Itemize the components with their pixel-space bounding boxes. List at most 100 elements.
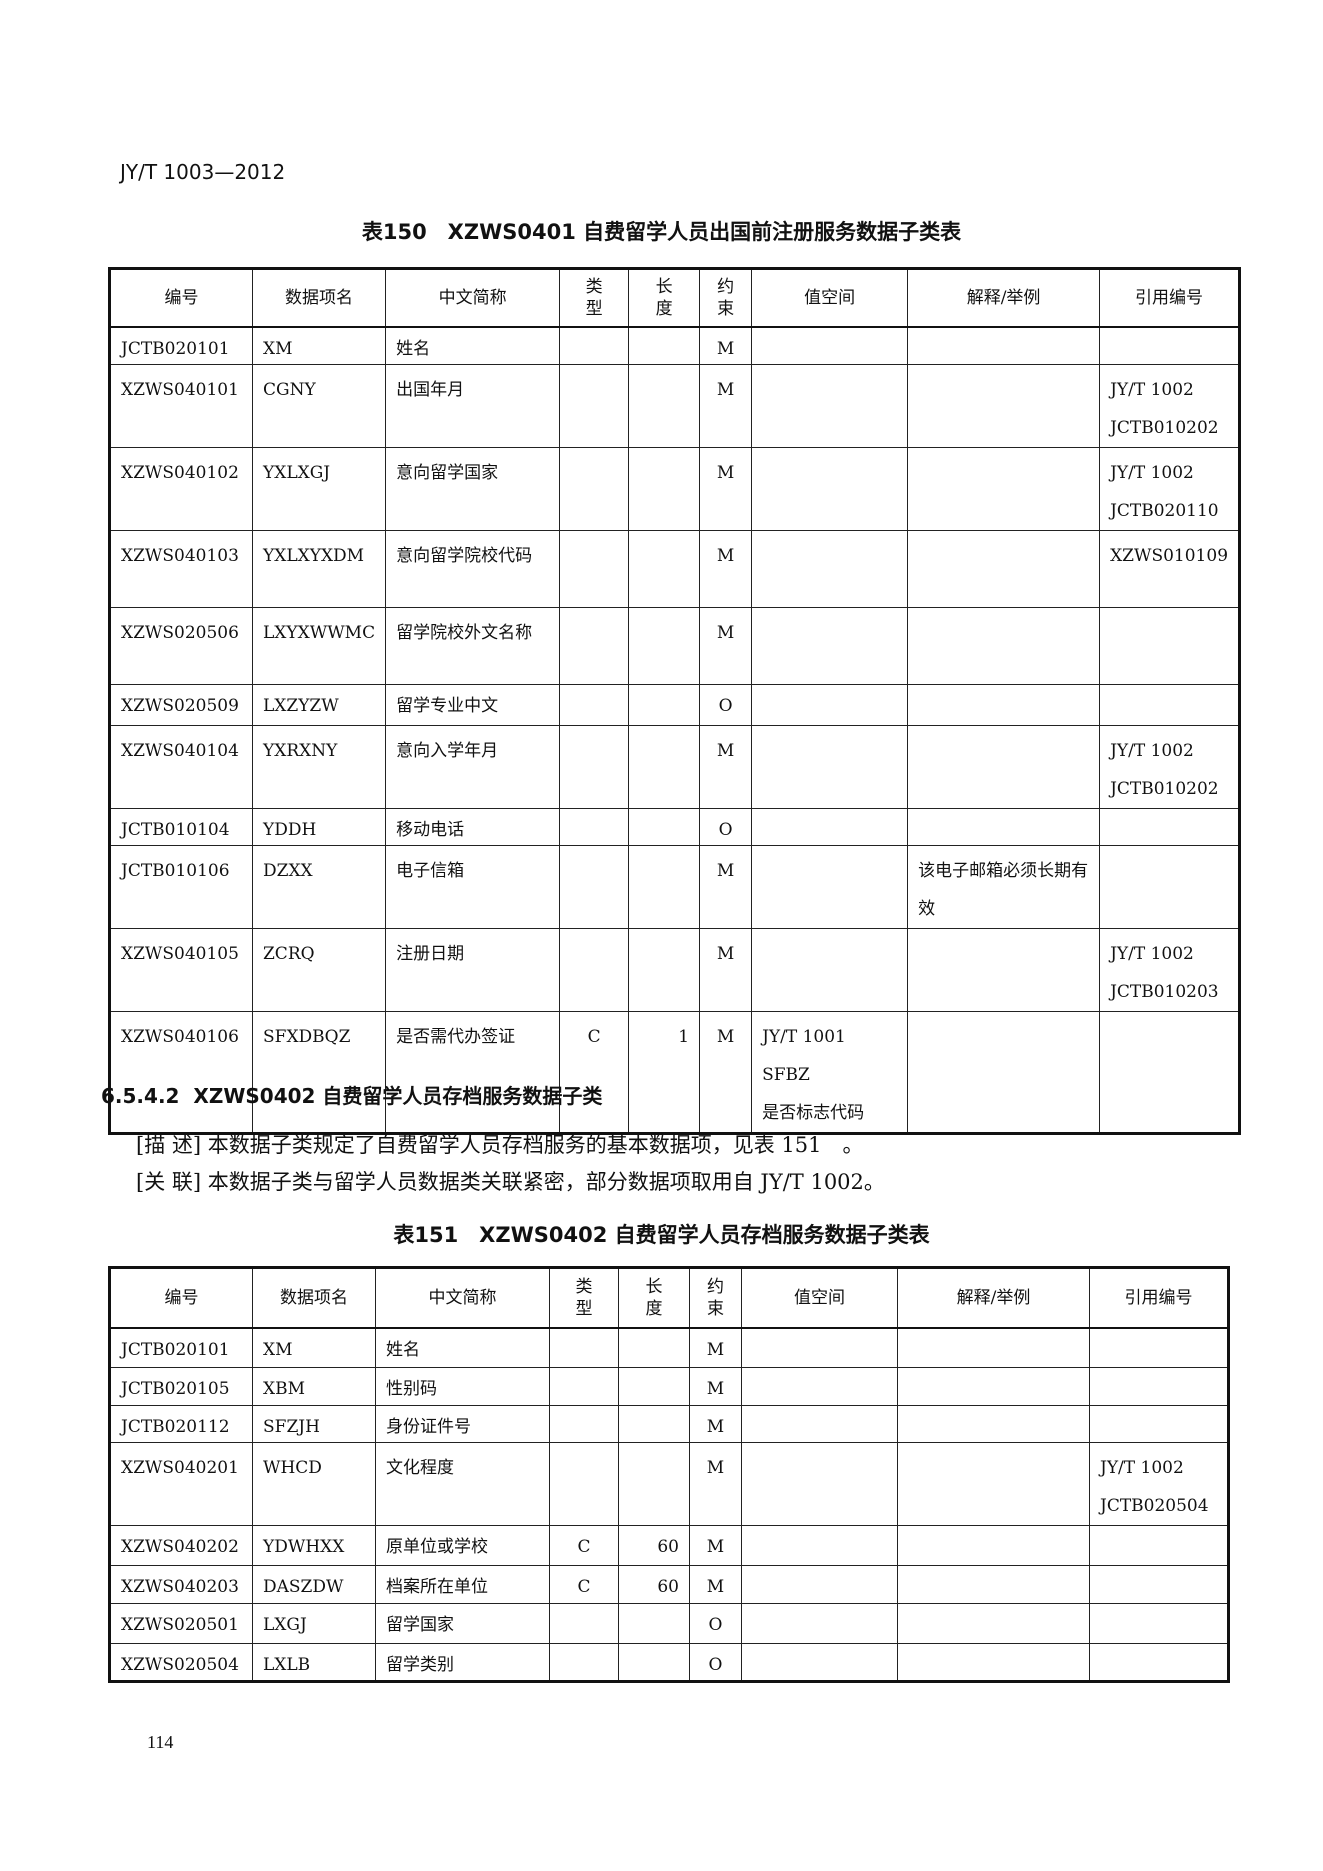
cell: JCTB020105 [109, 1367, 253, 1406]
cell [559, 446, 630, 531]
cell [1089, 1565, 1229, 1604]
header-text: 编号 [164, 287, 199, 308]
cell [741, 1442, 898, 1526]
table: 编号 数据项名 中文简称 类型 长度 约束 值空间 解释/举例 引用编号 JCTB020101 XM… [108, 267, 1242, 1135]
column-header: 中文简称 [375, 1267, 550, 1329]
cell [907, 1010, 1101, 1134]
cell [897, 1367, 1090, 1406]
cell [741, 1525, 898, 1566]
table-row: XZWS020509 LXZYZW 留学专业中文 O [109, 683, 1241, 726]
cell: XZWS040203 [109, 1565, 253, 1604]
cell [618, 1603, 690, 1644]
cell [751, 844, 909, 929]
cell [741, 1603, 898, 1644]
cell: JCTB010106 [109, 844, 253, 929]
cell: 电子信箱 [385, 844, 561, 929]
cell: YXRXNY [251, 724, 387, 809]
cell: M [689, 1367, 742, 1406]
header-text: 数据项名 [280, 1287, 348, 1308]
cell: JCTB020112 [109, 1405, 253, 1443]
cell [618, 1442, 690, 1526]
cell: LXYXWWMC [251, 606, 387, 685]
para-text: 本数据子类规定了自费留学人员存档服务的基本数据项，见表 151 。 [207, 1133, 864, 1157]
cell: JY/T 1002 JCTB020504 [1089, 1442, 1229, 1526]
header-text: 解释/举例 [956, 1287, 1031, 1308]
cell: 身份证件号 [375, 1405, 550, 1443]
page-number: 114 [147, 1732, 174, 1752]
cell [618, 1405, 690, 1443]
cell: XM [251, 326, 387, 365]
cell: JY/T 1001 SFBZ 是否标志代码 [751, 1010, 909, 1134]
cell: XZWS040105 [109, 927, 253, 1012]
cell: M [699, 326, 753, 365]
header-text: 长度 [645, 1276, 663, 1319]
cell: 留学院校外文名称 [385, 606, 561, 685]
cell: LXLB [252, 1643, 376, 1682]
cell [897, 1565, 1090, 1604]
table: 编号 数据项名 中文简称 类型 长度 约束 值空间 解释/举例 引用编号 JCTB020101 XM… [108, 1266, 1230, 1683]
cell [549, 1367, 619, 1406]
cell: 60 [618, 1565, 690, 1604]
cell: XZWS020504 [109, 1643, 253, 1682]
table-row: JCTB020101 XM 姓名 M [109, 326, 1241, 365]
table-row: XZWS020506 LXYXWWMC 留学院校外文名称 M [109, 606, 1241, 685]
header-text: 类型 [585, 276, 603, 319]
cell: DZXX [251, 844, 387, 929]
table-row: JCTB010106 DZXX 电子信箱 M 该电子邮箱必须长期有效 [109, 844, 1241, 929]
table-row: XZWS040102 YXLXGJ 意向留学国家 M JY/T 1002 JCTB020… [109, 446, 1241, 531]
cell [751, 363, 909, 448]
header-row: 编号 数据项名 中文简称 类型 长度 约束 值空间 解释/举例 引用编号 [109, 268, 1241, 328]
column-header: 类型 [549, 1267, 619, 1329]
header-text: 长度 [655, 276, 673, 319]
cell: O [699, 683, 753, 726]
column-header: 编号 [109, 268, 253, 328]
cell: 文化程度 [375, 1442, 550, 1526]
cell: M [689, 1565, 742, 1604]
cell [897, 1643, 1090, 1682]
header-text: 值空间 [794, 1287, 845, 1308]
cell: XZWS010109 [1099, 529, 1241, 608]
cell: XZWS040201 [109, 1442, 253, 1526]
cell: M [699, 529, 753, 608]
doc-header: JY/T 1003—2012 [120, 160, 286, 184]
cell [628, 844, 701, 929]
cell [897, 1442, 1090, 1526]
table-caption: 表151 XZWS0402 自费留学人员存档服务数据子类表 [393, 1223, 930, 1247]
header-text: 引用编号 [1124, 1287, 1193, 1308]
cell: JY/T 1002 JCTB010203 [1099, 927, 1241, 1012]
column-header: 数据项名 [251, 268, 387, 328]
column-header: 引用编号 [1089, 1267, 1229, 1329]
cell: M [689, 1405, 742, 1443]
header-text: 约束 [707, 1276, 724, 1319]
cell: XZWS040202 [109, 1525, 253, 1566]
cell: YDWHXX [252, 1525, 376, 1566]
cell [751, 326, 909, 365]
cell: 1 [628, 1010, 701, 1134]
table-row: XZWS040203 DASZDW 档案所在单位 C 60 M [109, 1565, 1229, 1604]
cell: WHCD [252, 1442, 376, 1526]
header-text: 数据项名 [285, 287, 354, 308]
header-text: 解释/举例 [966, 287, 1041, 308]
cell [907, 683, 1101, 726]
cell [559, 363, 630, 448]
cell [751, 927, 909, 1012]
cell: YXLXGJ [251, 446, 387, 531]
cell [1089, 1525, 1229, 1566]
header-text: 值空间 [804, 287, 856, 308]
cell: XZWS040103 [109, 529, 253, 608]
cell: XZWS040101 [109, 363, 253, 448]
cell [741, 1367, 898, 1406]
column-header: 引用编号 [1099, 268, 1241, 328]
cell: M [699, 446, 753, 531]
header-row: 编号 数据项名 中文简称 类型 长度 约束 值空间 解释/举例 引用编号 [109, 1267, 1229, 1329]
section-number: 6.5.4.2 [101, 1084, 180, 1108]
column-header: 长度 [628, 268, 701, 328]
cell: 移动电话 [385, 807, 561, 846]
table-row: JCTB020105 XBM 性别码 M [109, 1367, 1229, 1406]
cell [741, 1327, 898, 1368]
cell [618, 1327, 690, 1368]
column-header: 约束 [689, 1267, 742, 1329]
cell [549, 1442, 619, 1526]
cell [741, 1565, 898, 1604]
cell: YDDH [251, 807, 387, 846]
